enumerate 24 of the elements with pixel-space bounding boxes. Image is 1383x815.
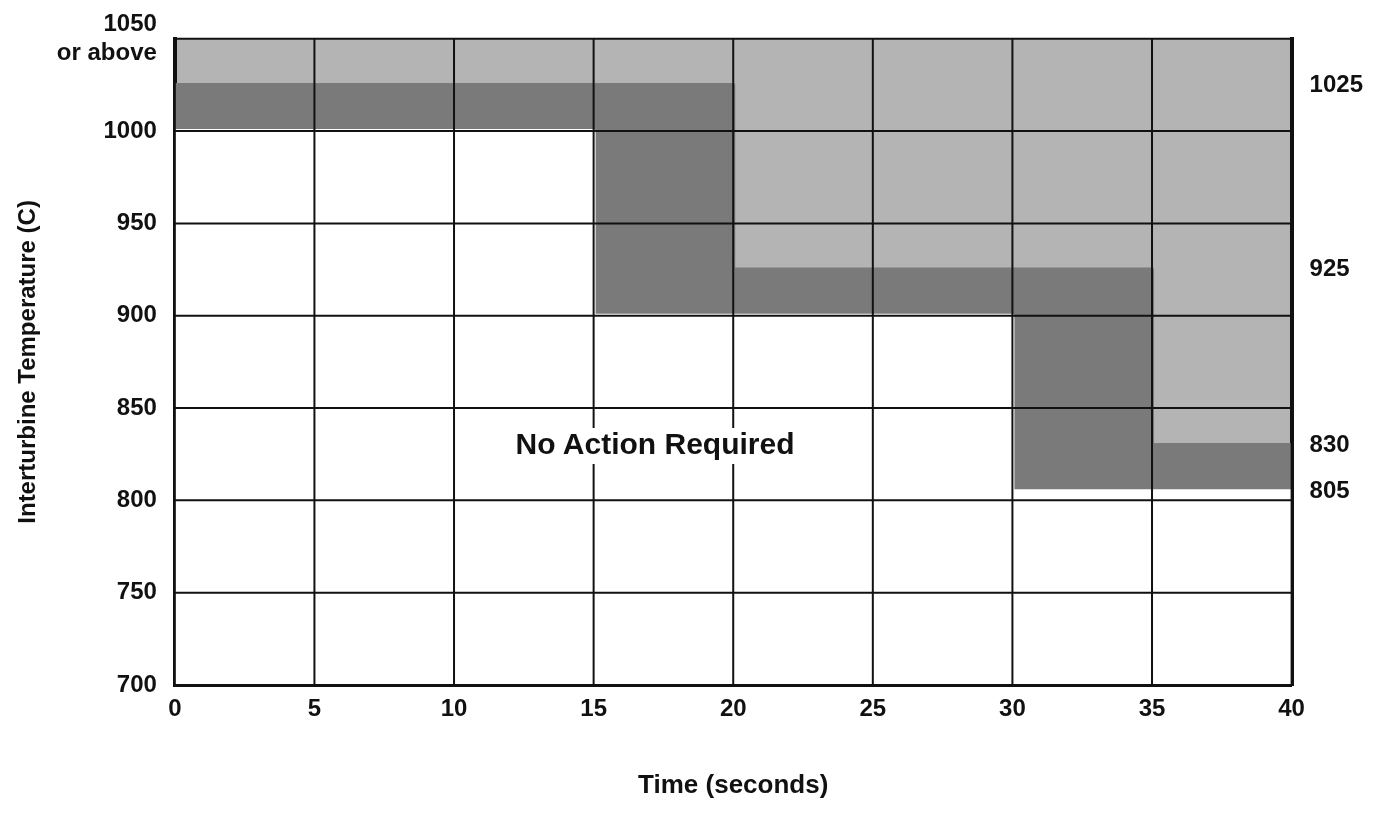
y2-tick-label: 805 (1309, 475, 1350, 503)
x-tick-label: 35 (1138, 693, 1166, 721)
x-tick-label: 40 (1278, 693, 1305, 721)
y-tick-label: 900 (116, 300, 157, 328)
y2-tick-label: 830 (1309, 429, 1350, 457)
x-axis-title: Time (seconds) (638, 768, 829, 799)
y2-tick-label: 925 (1309, 254, 1350, 282)
y-tick-label: 750 (116, 577, 157, 605)
y-tick-label: 950 (116, 208, 157, 236)
y-tick-label: 800 (116, 485, 157, 512)
x-tick-label: 15 (580, 693, 607, 721)
x-tick-label: 20 (719, 693, 747, 721)
x-tick-label: 25 (859, 693, 887, 721)
y-tick-label: 850 (116, 392, 157, 420)
y-tick-label: 700 (116, 669, 157, 697)
x-tick-label: 30 (999, 693, 1026, 721)
annotation: No Action Required (515, 427, 795, 461)
y-tick-label: 1000 (103, 115, 157, 143)
y-tick-label: 1050 or above (56, 9, 157, 65)
x-tick-label: 0 (168, 693, 182, 721)
y2-tick-label: 1025 (1309, 69, 1363, 97)
x-tick-label: 5 (307, 693, 322, 721)
y-axis-title: Interturbine Temperature (C) (13, 200, 41, 524)
x-tick-label: 10 (440, 693, 468, 721)
